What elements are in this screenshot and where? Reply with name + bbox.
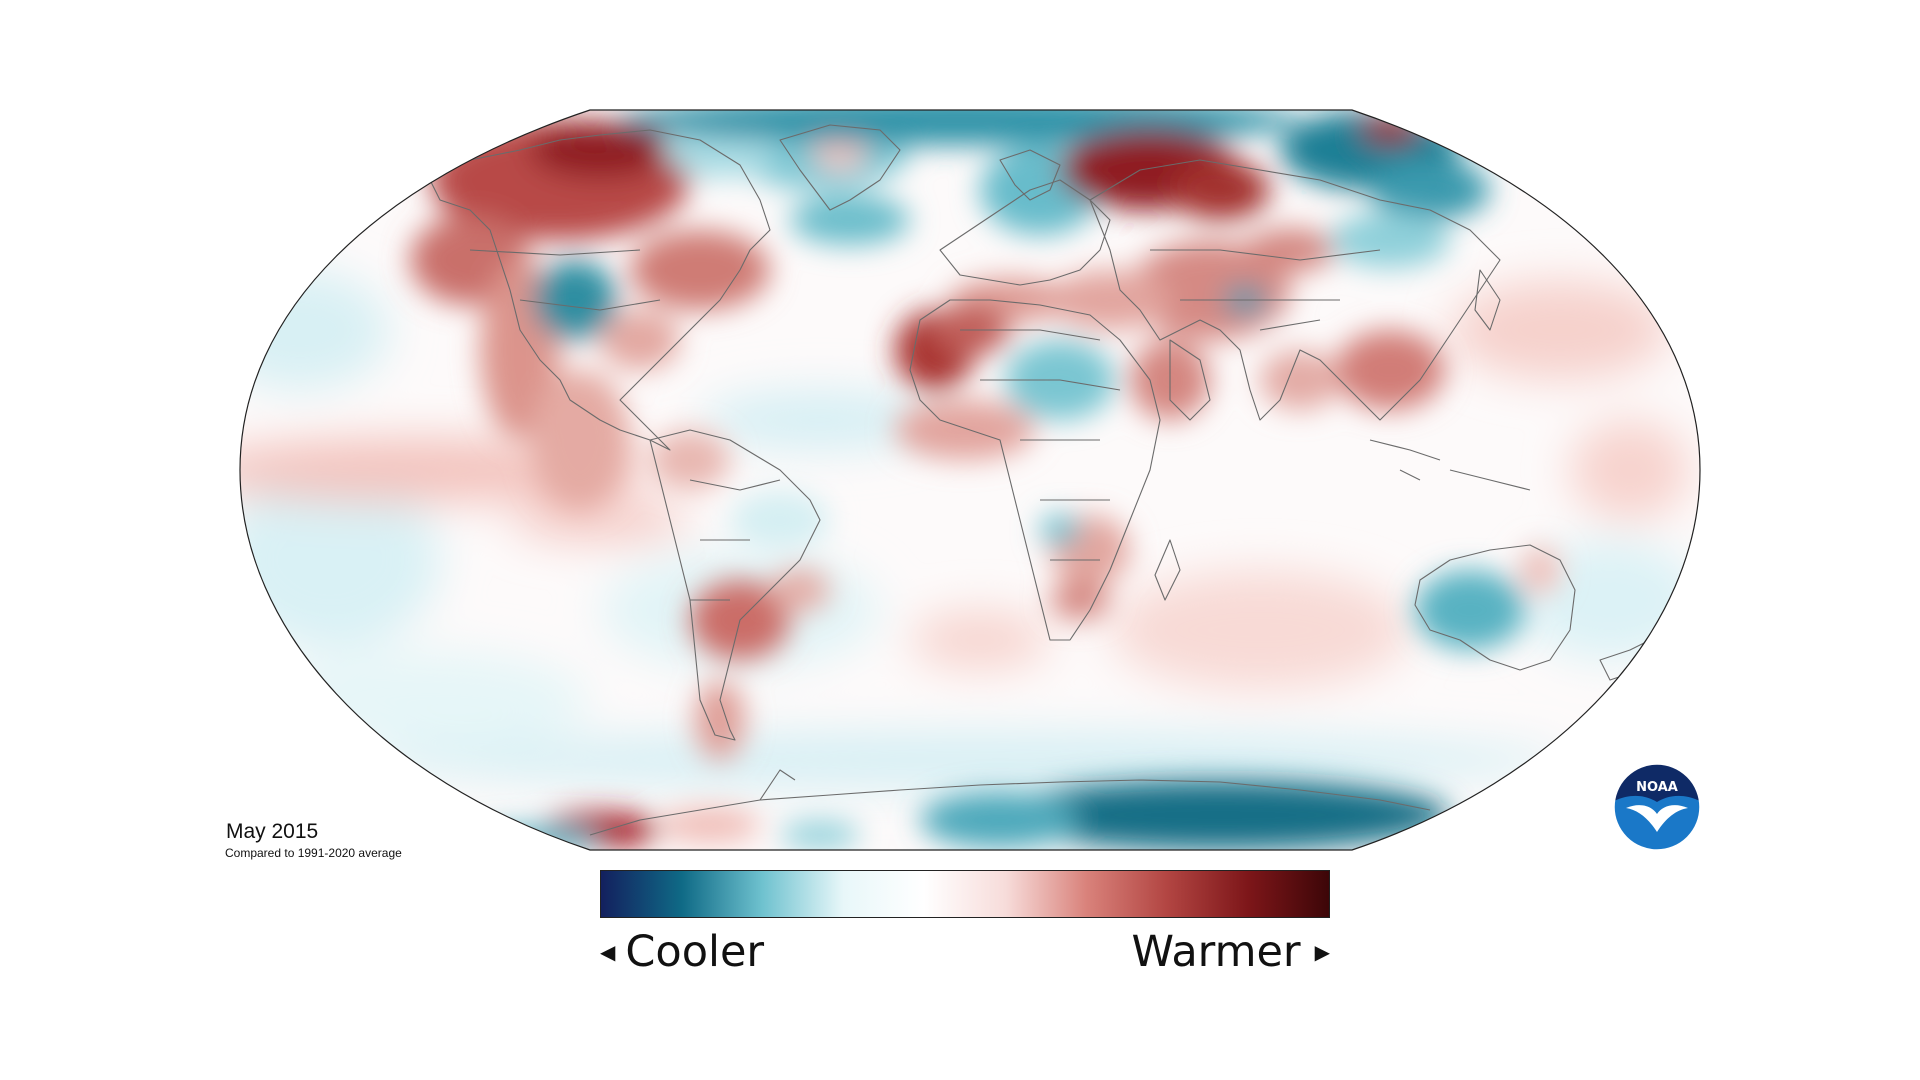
legend-cooler: ◀ Cooler	[600, 926, 764, 978]
anomaly-field	[240, 110, 1700, 850]
globe-outline	[239, 109, 1701, 851]
legend-warmer: Warmer ▶	[1132, 926, 1330, 978]
map-baseline-note: Compared to 1991-2020 average	[225, 846, 402, 860]
anomaly-colorbar	[600, 870, 1330, 918]
noaa-logo-text: NOAA	[1636, 780, 1678, 795]
coastlines	[429, 124, 1651, 836]
right-triangle-icon: ▶	[1314, 940, 1330, 964]
noaa-logo: NOAA	[1613, 763, 1701, 851]
legend-warmer-label: Warmer	[1131, 927, 1301, 977]
legend-cooler-label: Cooler	[625, 927, 765, 977]
left-triangle-icon: ◀	[600, 940, 616, 964]
map-period-title: May 2015	[226, 820, 319, 843]
